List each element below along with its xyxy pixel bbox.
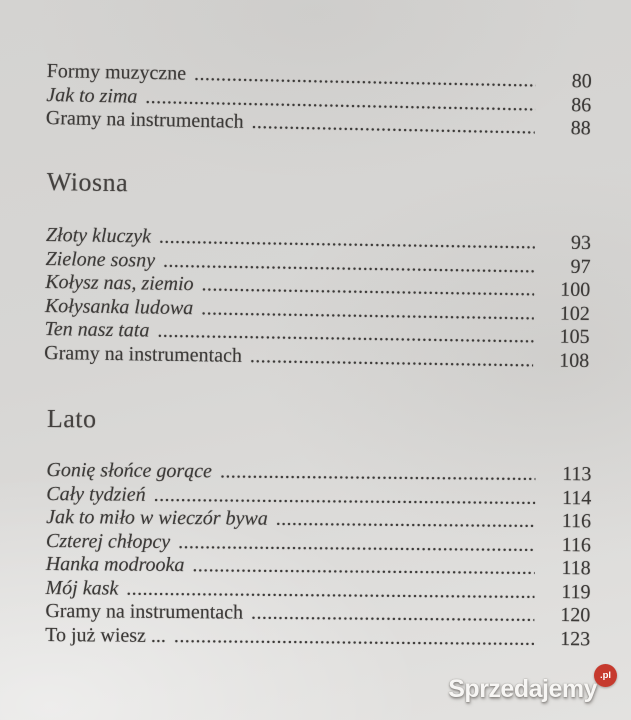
entry-page-number: 100 bbox=[560, 278, 591, 301]
entry-page-number: 120 bbox=[560, 603, 591, 626]
dotted-leader: ........................................… bbox=[249, 344, 534, 372]
toc-entry: Hanka modrooka .........................… bbox=[46, 552, 591, 580]
entry-page-number: 119 bbox=[561, 580, 591, 603]
section-heading: Wiosna bbox=[46, 166, 129, 197]
dotted-leader: ........................................… bbox=[126, 576, 535, 604]
toc-section: Lato Gonię słońce gorące ...............… bbox=[45, 404, 592, 651]
section-entries: Złoty kluczyk ..........................… bbox=[44, 223, 591, 372]
entry-page-number: 97 bbox=[570, 254, 591, 278]
entry-page-number: 88 bbox=[570, 117, 591, 140]
entry-title: Mój kask bbox=[45, 575, 119, 599]
entry-title: Formy muzyczne bbox=[46, 60, 187, 85]
entry-title: Kołysanka ludowa bbox=[44, 293, 194, 319]
dotted-leader: ........................................… bbox=[251, 110, 536, 140]
entry-page-number: 116 bbox=[561, 533, 591, 556]
entry-title: Cały tydzień bbox=[46, 481, 146, 505]
entry-title: Gonię słońce gorące bbox=[46, 458, 213, 482]
entry-title: To już wiesz ... bbox=[45, 622, 167, 646]
toc-entry: Czterej chłopcy ........................… bbox=[46, 529, 591, 557]
entry-title: Czterej chłopcy bbox=[45, 528, 171, 552]
dotted-leader: ........................................… bbox=[173, 624, 535, 651]
watermark-text: Sprzedajemy bbox=[448, 675, 597, 703]
watermark-sprzedajemy: Sprzedajemy .pl bbox=[448, 664, 617, 704]
toc-entry: Mój kask ...............................… bbox=[45, 576, 590, 604]
section-heading: Lato bbox=[46, 403, 97, 433]
entry-page-number: 118 bbox=[561, 556, 591, 579]
entry-title: Gramy na instrumentach bbox=[45, 599, 244, 624]
entry-page-number: 105 bbox=[559, 325, 590, 348]
watermark-pl-badge: .pl bbox=[594, 664, 617, 687]
dotted-leader: ........................................… bbox=[192, 553, 535, 580]
toc-entry: Cały tydzień ...........................… bbox=[46, 482, 591, 510]
entry-page-number: 114 bbox=[561, 486, 592, 509]
dotted-leader: ........................................… bbox=[275, 507, 536, 533]
dotted-leader: ........................................… bbox=[178, 530, 535, 557]
entry-page-number: 80 bbox=[571, 70, 592, 93]
entry-title: Gramy na instrumentach bbox=[44, 340, 243, 366]
toc-section: Formy muzyczne .........................… bbox=[46, 60, 592, 141]
table-of-contents: Formy muzyczne .........................… bbox=[44, 60, 592, 650]
toc-entry: Jak to miło w wieczór bywa .............… bbox=[46, 505, 591, 533]
entry-page-number: 102 bbox=[559, 301, 591, 325]
entry-title: Złoty kluczyk bbox=[45, 223, 152, 248]
dotted-leader: ........................................… bbox=[153, 482, 536, 510]
entry-title: Gramy na instrumentach bbox=[45, 106, 244, 133]
toc-entry: To już wiesz ... .......................… bbox=[45, 623, 590, 651]
entry-title: Kołysz nas, ziemio bbox=[45, 270, 194, 295]
entry-title: Zielone sosny bbox=[45, 246, 156, 271]
entry-title: Jak to zima bbox=[46, 83, 138, 108]
entry-page-number: 86 bbox=[571, 93, 592, 116]
entry-page-number: 108 bbox=[559, 348, 590, 372]
toc-entry: Gramy na instrumentach .................… bbox=[45, 599, 590, 627]
section-entries: Formy muzyczne .........................… bbox=[46, 60, 592, 141]
dotted-leader: ........................................… bbox=[219, 459, 536, 486]
toc-section: Wiosna Złoty kluczyk ...................… bbox=[44, 167, 592, 373]
watermark-pl-label: .pl bbox=[599, 670, 612, 681]
toc-entry: Gonię słońce gorące ....................… bbox=[46, 458, 591, 486]
dotted-leader: ........................................… bbox=[251, 601, 535, 627]
entry-title: Hanka modrooka bbox=[45, 552, 185, 576]
entry-title: Ten nasz tata bbox=[44, 317, 150, 342]
entry-title: Jak to miło w wieczór bywa bbox=[46, 505, 268, 530]
entry-page-number: 116 bbox=[561, 509, 592, 532]
section-entries: Gonię słońce gorące ....................… bbox=[45, 458, 591, 650]
entry-page-number: 123 bbox=[560, 627, 591, 650]
entry-page-number: 113 bbox=[562, 462, 592, 485]
entry-page-number: 93 bbox=[570, 231, 592, 254]
